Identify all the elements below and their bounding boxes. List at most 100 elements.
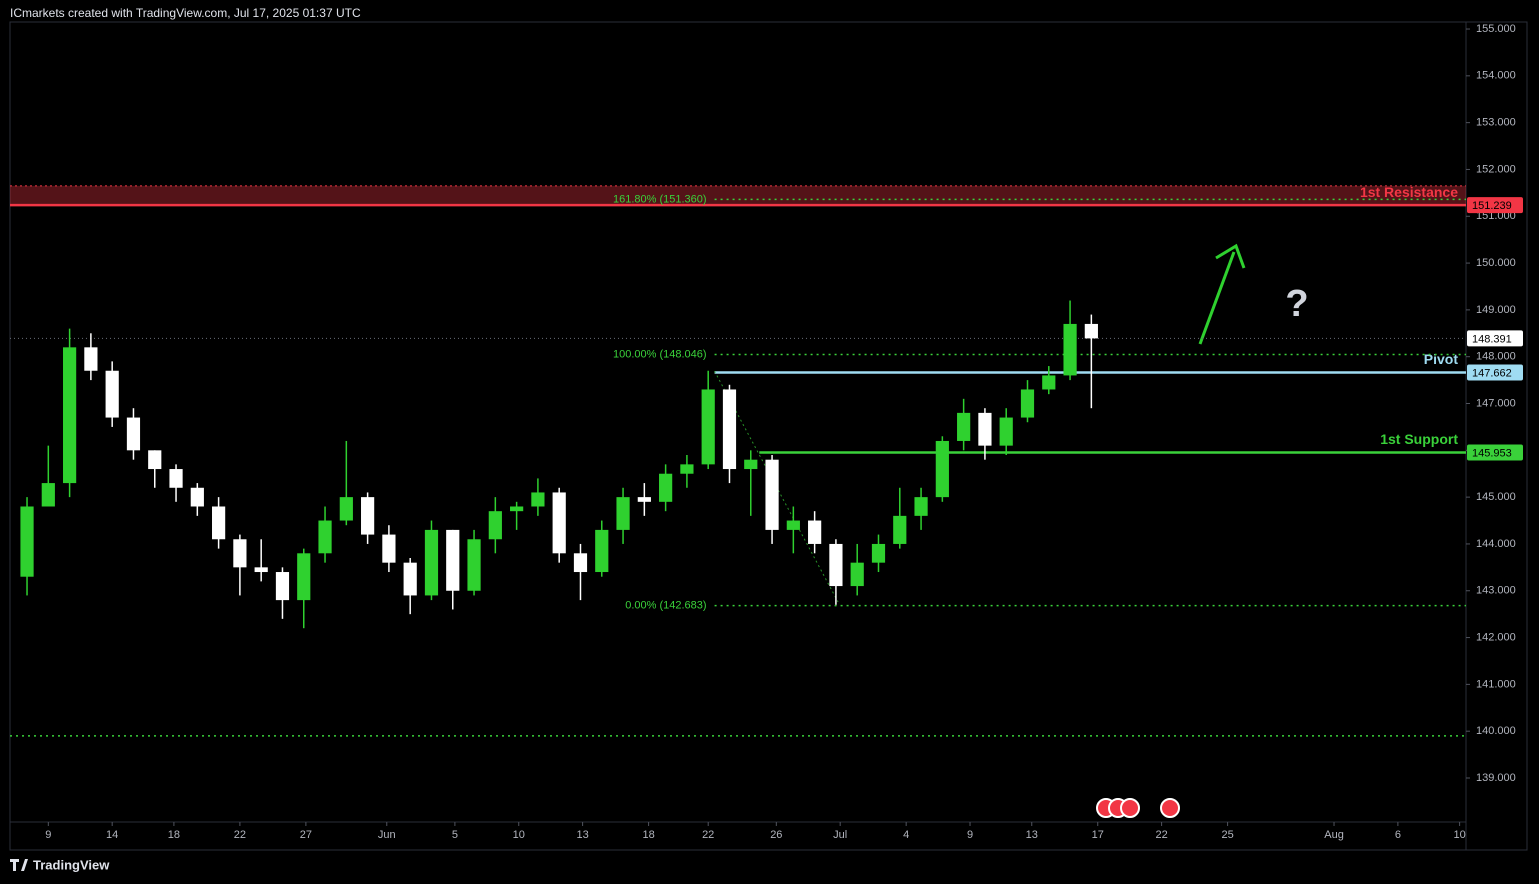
candle-body (254, 567, 268, 573)
x-tick-label: 5 (452, 829, 458, 841)
candle-body (978, 412, 992, 446)
fib-label: 0.00% (142.683) (625, 599, 706, 611)
level-label: 1st Resistance (1360, 184, 1458, 200)
x-tick-label: 4 (903, 829, 909, 841)
x-tick-label: 22 (1155, 829, 1167, 841)
candle-body (616, 497, 630, 530)
x-tick-label: 9 (967, 829, 973, 841)
price-tag (1467, 330, 1523, 347)
x-tick-label: Aug (1324, 829, 1344, 841)
x-tick-label: 13 (576, 829, 588, 841)
candle-body (680, 464, 694, 474)
arrow-head (1215, 243, 1246, 269)
candle-body (233, 539, 247, 568)
candle-body (701, 389, 715, 465)
footer-text: TradingView (33, 857, 110, 872)
fib-label: 100.00% (148.046) (613, 348, 707, 360)
candle-body (403, 562, 417, 596)
candle-body (488, 511, 502, 540)
event-icons (1096, 798, 1180, 818)
price-tag-label: 151.239 (1472, 200, 1512, 212)
footer-logo: TradingView (10, 857, 110, 872)
candle-body (1063, 323, 1077, 376)
candle-body (808, 520, 822, 544)
candle-body (850, 562, 864, 587)
candle-body (148, 450, 162, 470)
y-tick-label: 149.000 (1476, 304, 1516, 316)
candle-body (637, 497, 651, 502)
price-tag-label: 147.662 (1472, 367, 1512, 379)
arrow-shaft (1198, 251, 1236, 345)
candle-body (318, 520, 332, 554)
fib-label: 161.80% (151.360) (613, 193, 707, 205)
candle-body (1020, 389, 1035, 418)
projection-arrow (1198, 243, 1246, 345)
x-tick-label: Jul (833, 829, 847, 841)
candle-body (914, 497, 928, 516)
candle-body (659, 473, 673, 502)
candle-body (424, 529, 439, 596)
candle-body (1042, 375, 1056, 390)
y-tick-label: 139.000 (1476, 772, 1516, 784)
candle-body (382, 534, 396, 563)
candle-body (63, 347, 77, 484)
x-tick-label: 17 (1092, 829, 1104, 841)
candle-body (786, 520, 800, 530)
y-tick-label: 144.000 (1476, 538, 1516, 550)
candle-body (105, 370, 119, 418)
price-tag-label: 148.391 (1472, 333, 1512, 345)
x-tick-label: 25 (1221, 829, 1233, 841)
candle-body (446, 529, 460, 591)
candle-body (339, 497, 353, 521)
question-mark: ? (1285, 283, 1308, 325)
candle-body (84, 347, 98, 371)
candle-body (190, 487, 204, 507)
y-tick-label: 148.000 (1476, 351, 1516, 363)
resistance-zone (10, 185, 1466, 206)
header-text: ICmarkets created with TradingView.com, … (10, 6, 361, 20)
level-label: 1st Support (1380, 431, 1458, 447)
y-tick-label: 151.000 (1476, 210, 1516, 222)
level-label: Pivot (1424, 351, 1459, 367)
candle-body (1084, 323, 1098, 339)
candle-body (552, 492, 566, 554)
price-tag (1467, 364, 1523, 381)
event-icon (1120, 798, 1140, 818)
candle-body (722, 389, 737, 470)
candle-body (829, 543, 843, 587)
y-tick-label: 142.000 (1476, 631, 1516, 643)
candle-body (595, 529, 609, 573)
candle-body (275, 572, 290, 601)
candle-body (765, 459, 779, 530)
x-tick-label: 22 (234, 829, 246, 841)
candle-body (126, 417, 141, 451)
x-tick-label: Jun (378, 829, 396, 841)
candle-body (893, 515, 907, 544)
chart-frame (9, 21, 1528, 851)
candle-body (297, 553, 311, 601)
x-tick-label: 10 (1453, 829, 1465, 841)
x-tick-label: 22 (702, 829, 714, 841)
x-tick-label: 27 (300, 829, 312, 841)
event-icon (1160, 798, 1180, 818)
candle-body (957, 412, 971, 441)
candle-body (41, 483, 55, 507)
x-tick-label: 13 (1026, 829, 1038, 841)
logo-icon (10, 859, 28, 871)
y-tick-label: 155.000 (1476, 23, 1516, 35)
x-tick-label: 9 (45, 829, 51, 841)
candle-body (212, 506, 226, 540)
y-tick-label: 154.000 (1476, 70, 1516, 82)
price-tag (1467, 197, 1523, 214)
candle-body (361, 497, 375, 535)
x-tick-label: 18 (168, 829, 180, 841)
y-tick-label: 143.000 (1476, 585, 1516, 597)
y-tick-label: 153.000 (1476, 117, 1516, 129)
y-tick-label: 145.000 (1476, 491, 1516, 503)
candle-body (871, 543, 886, 563)
y-tick-label: 140.000 (1476, 725, 1516, 737)
y-tick-label: 152.000 (1476, 163, 1516, 175)
